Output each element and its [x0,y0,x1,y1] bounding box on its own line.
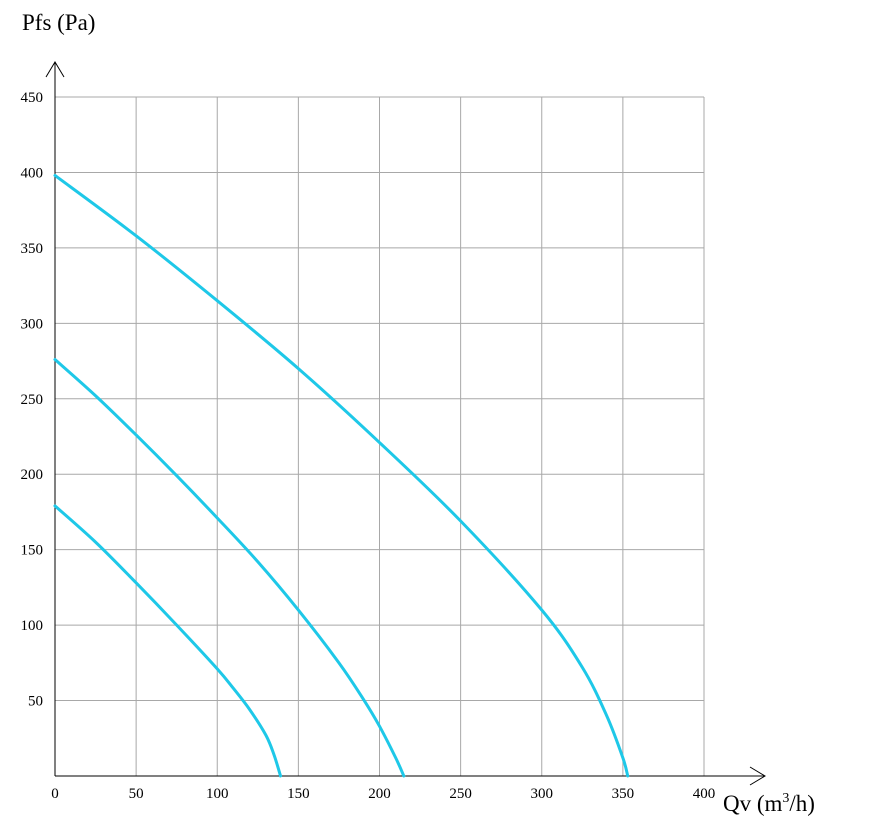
tick-labels: 0 50 100 150 200 250 300 350 400 50 100 150 200 250 30… [21,90,716,802]
y-tick-label-200: 200 [21,467,44,483]
x-tick-label-400: 400 [693,786,716,802]
y-tick-label-100: 100 [21,618,44,634]
series-line-3 [53,173,630,778]
x-tick-label-100: 100 [206,786,229,802]
y-tick-label-50: 50 [28,694,43,710]
series-line-2 [53,358,406,778]
x-tick-label-350: 350 [612,786,635,802]
x-tick-label-0: 0 [51,786,59,802]
y-tick-label-450: 450 [21,90,44,106]
y-tick-label-150: 150 [21,543,44,559]
x-axis-title-main: Qv (m [723,791,783,816]
series [53,173,630,778]
y-axis-title: Pfs (Pa) [22,10,95,35]
x-axis-title: Qv (m3/h) [723,791,815,816]
x-axis-arrow-icon [749,766,766,786]
y-tick-label-400: 400 [21,165,44,181]
axes [45,61,766,786]
y-tick-label-250: 250 [21,392,44,408]
series-line-1 [53,504,283,778]
grid [55,96,705,776]
x-tick-label-300: 300 [531,786,554,802]
x-tick-label-250: 250 [449,786,472,802]
y-tick-label-350: 350 [21,241,44,257]
x-axis-title-tail: /h) [789,791,815,816]
x-tick-label-200: 200 [368,786,391,802]
y-tick-label-300: 300 [21,316,44,332]
x-axis-title-superscript: 3 [782,791,789,806]
x-tick-label-150: 150 [287,786,310,802]
x-tick-label-50: 50 [129,786,144,802]
y-axis-arrow-icon [45,61,65,78]
